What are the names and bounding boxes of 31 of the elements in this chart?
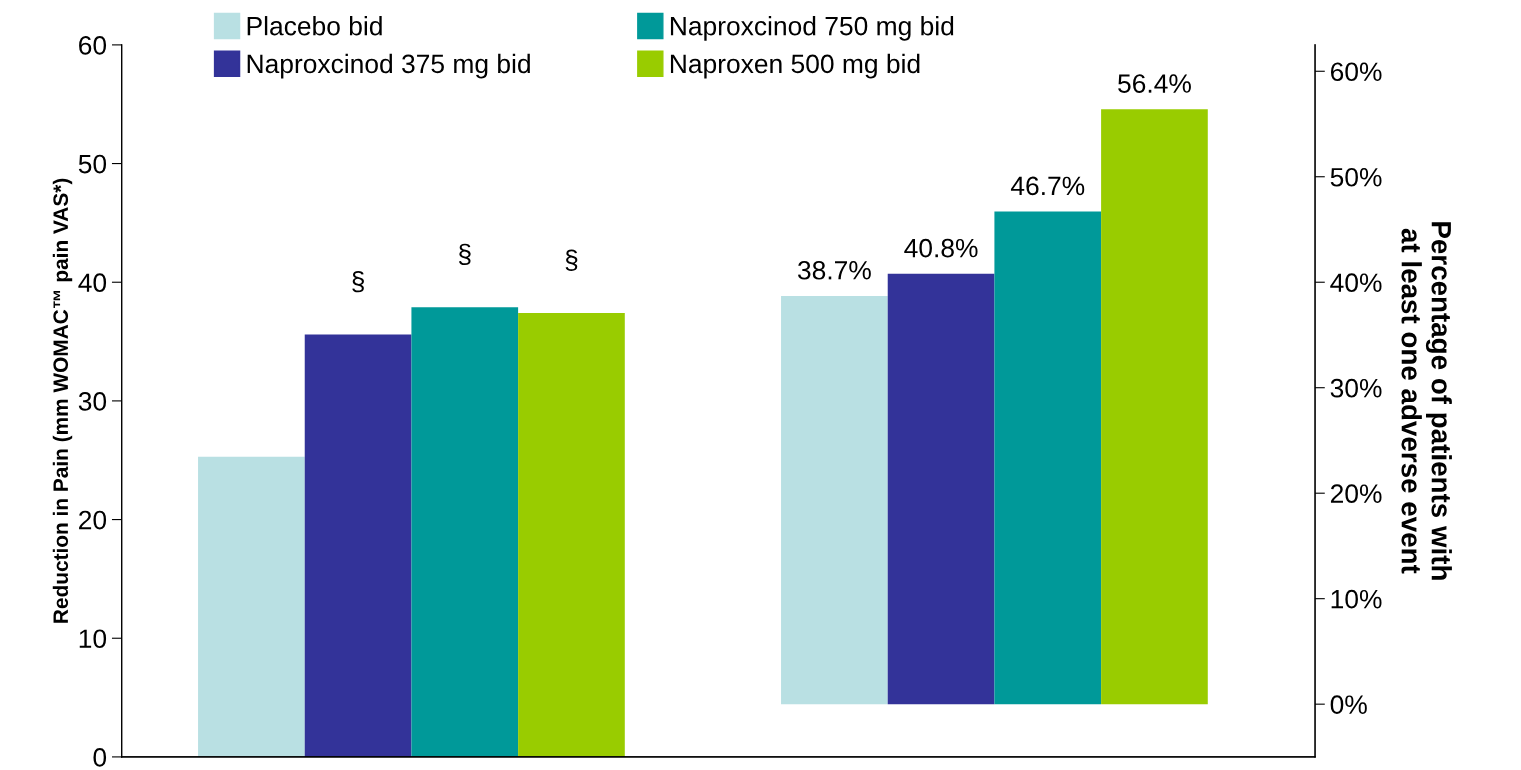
y2-tick-label: 30% (1330, 378, 1382, 398)
data-label: 38.7% (797, 260, 871, 280)
y2-tick-label: 50% (1330, 167, 1382, 187)
y-tick-label: 60 (79, 36, 107, 55)
data-label: 40.8% (904, 238, 978, 258)
bar (411, 307, 519, 757)
y2-tick-label: 10% (1331, 589, 1382, 609)
legend-label: Placebo bid (247, 16, 382, 36)
data-label: § (352, 270, 364, 293)
data-label: § (458, 243, 471, 266)
y-tick-label: 20 (79, 510, 107, 530)
bar (518, 313, 625, 757)
y2-axis-title: Percentage of patients with at least one adverse event (1401, 222, 1452, 580)
y2-tick-label: 60% (1330, 62, 1382, 82)
data-label: § (565, 249, 578, 271)
y2-tick-label: 0% (1330, 695, 1367, 714)
y-tick-label: 40 (78, 273, 107, 293)
y-tick-label: 10 (79, 629, 107, 649)
y2-tick-label: 20% (1330, 484, 1382, 504)
y-tick-label: 50 (78, 154, 107, 174)
legend-label: Naproxen 500 mg bid (670, 53, 920, 79)
y-axis-title: Reduction in Pain (mm WOMAC™ pain VAS*) (52, 178, 73, 623)
y-tick-label: 30 (78, 392, 107, 411)
legend-label: Naproxcinod 375 mg bid (247, 53, 530, 79)
y-tick-label: 0 (93, 748, 107, 767)
data-label: 46.7% (1010, 176, 1085, 196)
legend-label: Naproxcinod 750 mg bid (670, 16, 954, 41)
y2-tick-label: 40% (1330, 273, 1382, 293)
data-label: 56.4% (1118, 74, 1191, 93)
bar (304, 334, 412, 757)
bar (198, 456, 305, 757)
